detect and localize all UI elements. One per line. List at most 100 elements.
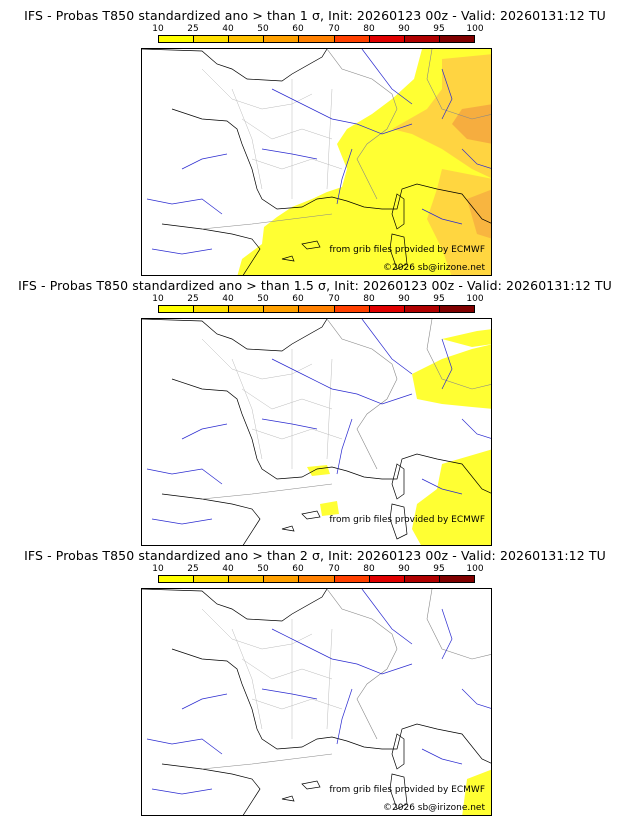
colorbar-tick: 10 xyxy=(152,564,164,574)
colorbar-segment xyxy=(299,306,335,312)
region-borders xyxy=(201,68,343,199)
colorbar-segment xyxy=(194,36,230,42)
colorbar-tick: 70 xyxy=(328,24,340,34)
colorbar-tick: 50 xyxy=(257,294,269,304)
colorbar-segment xyxy=(439,306,474,312)
coastline-sardinia xyxy=(389,233,408,270)
country-border xyxy=(426,319,491,390)
coastline-sardinia xyxy=(389,503,408,540)
colorbar-labels: 10 25 40 50 60 70 80 90 95 100 xyxy=(140,294,492,306)
source-credit: from grib files provided by ECMWF xyxy=(329,245,485,255)
colorbar-segment xyxy=(229,576,265,582)
coastline-sardinia xyxy=(389,773,408,810)
prob-area-orange-dark xyxy=(467,189,491,239)
rivers xyxy=(361,49,491,169)
map-panel-1: IFS - Probas T850 standardized ano > tha… xyxy=(0,0,630,276)
panel-title: IFS - Probas T850 standardized ano > tha… xyxy=(24,8,606,23)
colorbar xyxy=(158,35,475,43)
region-borders xyxy=(201,338,343,469)
coastline xyxy=(142,319,328,352)
colorbar-tick: 70 xyxy=(328,294,340,304)
colorbar-tick: 25 xyxy=(187,24,199,34)
colorbar-segment xyxy=(334,306,370,312)
map-graphics xyxy=(142,49,491,275)
colorbar-segment xyxy=(264,36,300,42)
colorbar-segment xyxy=(334,576,370,582)
colorbar-segment xyxy=(404,36,440,42)
colorbar-segment xyxy=(369,306,405,312)
colorbar-tick: 95 xyxy=(433,24,445,34)
probability-map: from grib files provided by ECMWF xyxy=(141,318,492,546)
colorbar-tick: 95 xyxy=(433,294,445,304)
coastline xyxy=(142,49,328,82)
panel-title: IFS - Probas T850 standardized ano > tha… xyxy=(18,278,612,293)
rivers xyxy=(146,608,463,795)
map-graphics xyxy=(142,589,491,815)
panel-title: IFS - Probas T850 standardized ano > tha… xyxy=(24,548,606,563)
colorbar-segment xyxy=(159,306,195,312)
coastline xyxy=(142,589,328,622)
copyright-credit: ©2026 sb@irizone.net xyxy=(383,263,485,273)
prob-area-yellow xyxy=(442,329,491,347)
coastline-spain xyxy=(161,763,261,815)
colorbar-segment xyxy=(439,576,474,582)
country-border xyxy=(201,213,333,230)
country-border xyxy=(201,483,333,500)
source-credit: from grib files provided by ECMWF xyxy=(329,785,485,795)
coastline-corsica xyxy=(391,733,405,770)
prob-area-orange-dark xyxy=(452,104,491,144)
rivers xyxy=(361,319,491,439)
map-graphics xyxy=(142,319,491,545)
copyright-credit: ©2026 sb@irizone.net xyxy=(383,803,485,813)
colorbar-segment xyxy=(369,576,405,582)
colorbar-segment xyxy=(299,36,335,42)
coastline xyxy=(171,378,491,494)
colorbar-labels: 10 25 40 50 60 70 80 90 95 100 xyxy=(140,564,492,576)
prob-area-yellow xyxy=(320,501,339,516)
colorbar-tick: 80 xyxy=(363,294,375,304)
prob-area-yellow xyxy=(462,769,491,815)
rivers xyxy=(361,589,491,709)
coastline xyxy=(171,648,491,764)
coastline-spain xyxy=(161,493,261,545)
colorbar-segment xyxy=(439,36,474,42)
colorbar-segment xyxy=(334,36,370,42)
rivers xyxy=(146,68,463,255)
colorbar-tick: 40 xyxy=(222,294,234,304)
country-border xyxy=(326,319,398,470)
colorbar-segment xyxy=(159,576,195,582)
colorbar-labels: 10 25 40 50 60 70 80 90 95 100 xyxy=(140,24,492,36)
country-border xyxy=(426,589,491,660)
colorbar-segment xyxy=(264,306,300,312)
colorbar-segment xyxy=(229,306,265,312)
prob-area-orange xyxy=(427,169,491,275)
colorbar-tick: 90 xyxy=(398,24,410,34)
colorbar-tick: 70 xyxy=(328,564,340,574)
colorbar-tick: 10 xyxy=(152,24,164,34)
map-panel-3: IFS - Probas T850 standardized ano > tha… xyxy=(0,540,630,816)
prob-area-yellow xyxy=(412,344,491,409)
probability-map: from grib files provided by ECMWF ©2026 … xyxy=(141,588,492,816)
islands xyxy=(281,510,321,532)
colorbar-tick: 60 xyxy=(292,294,304,304)
coastline xyxy=(171,108,491,224)
colorbar-tick: 90 xyxy=(398,294,410,304)
colorbar-tick: 80 xyxy=(363,24,375,34)
prob-area-yellow xyxy=(307,465,330,476)
colorbar-tick: 100 xyxy=(466,24,484,34)
colorbar-tick: 50 xyxy=(257,24,269,34)
country-border xyxy=(201,753,333,770)
colorbar-tick: 50 xyxy=(257,564,269,574)
colorbar-segment xyxy=(229,36,265,42)
rivers xyxy=(146,338,463,525)
map-panel-2: IFS - Probas T850 standardized ano > tha… xyxy=(0,270,630,546)
colorbar-tick: 100 xyxy=(466,294,484,304)
colorbar-tick: 25 xyxy=(187,564,199,574)
probability-map: from grib files provided by ECMWF ©2026 … xyxy=(141,48,492,276)
prob-area-orange xyxy=(392,54,491,179)
colorbar-segment xyxy=(194,576,230,582)
islands xyxy=(281,780,321,802)
region-borders xyxy=(201,608,343,739)
colorbar-segment xyxy=(404,306,440,312)
colorbar-tick: 80 xyxy=(363,564,375,574)
